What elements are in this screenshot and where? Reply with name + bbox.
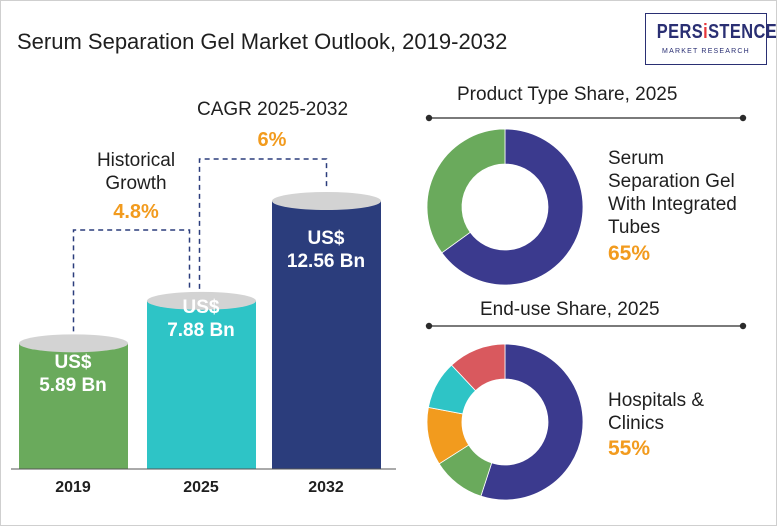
end-use-callout-label: Hospitals & Clinics	[608, 390, 705, 434]
product-type-title: Product Type Share, 2025	[449, 84, 686, 106]
cagr-label: CAGR 2025-2032	[197, 99, 349, 120]
product-type-donut-slice-0	[441, 128, 584, 286]
x-tick-2019: 2019	[55, 479, 91, 496]
historical-growth-value: 4.8%	[113, 201, 159, 223]
end-use-divider-dot-right	[739, 322, 747, 330]
end-use-divider-dot-left	[425, 322, 433, 330]
page-title: Serum Separation Gel Market Outlook, 201…	[17, 29, 508, 54]
x-tick-2032: 2032	[308, 479, 344, 496]
end-use-callout-value: 55%	[608, 437, 651, 460]
x-tick-2025: 2025	[183, 479, 219, 496]
end-use-donut-slice-4	[451, 343, 506, 392]
bar-value-label-2032: US$ 12.56 Bn	[286, 228, 366, 272]
brand-logo: PERSiSTENCE MARKET RESEARCH	[645, 13, 777, 65]
bar-value-label-2019: US$ 5.89 Bn	[39, 352, 107, 396]
cagr-value: 6%	[257, 129, 287, 151]
cagr-connector	[198, 158, 328, 289]
bar-2025	[147, 300, 256, 469]
bar-cap-2019	[19, 334, 128, 353]
bar-2032	[272, 201, 381, 469]
product-type-divider-dot-right	[739, 114, 747, 122]
end-use-donut-slice-0	[480, 343, 584, 501]
bar-2019	[19, 343, 128, 469]
product-type-callout-label: Serum Separation Gel With Integrated Tub…	[608, 148, 737, 238]
logo-wordmark: PERSiSTENCE	[656, 21, 777, 43]
bar-cap-2025	[147, 291, 256, 310]
logo-subtitle: MARKET RESEARCH	[662, 48, 750, 55]
product-type-callout-value: 65%	[608, 242, 651, 265]
product-type-divider-dot-left	[425, 114, 433, 122]
product-type-donut-slice-1	[426, 128, 506, 254]
bar-value-label-2025: US$ 7.88 Bn	[167, 297, 235, 341]
historical-growth-connector	[72, 229, 191, 332]
historical-growth-label: Historical Growth	[96, 150, 176, 194]
bar-cap-2032	[272, 192, 381, 210]
end-use-title: End-use Share, 2025	[472, 299, 668, 321]
